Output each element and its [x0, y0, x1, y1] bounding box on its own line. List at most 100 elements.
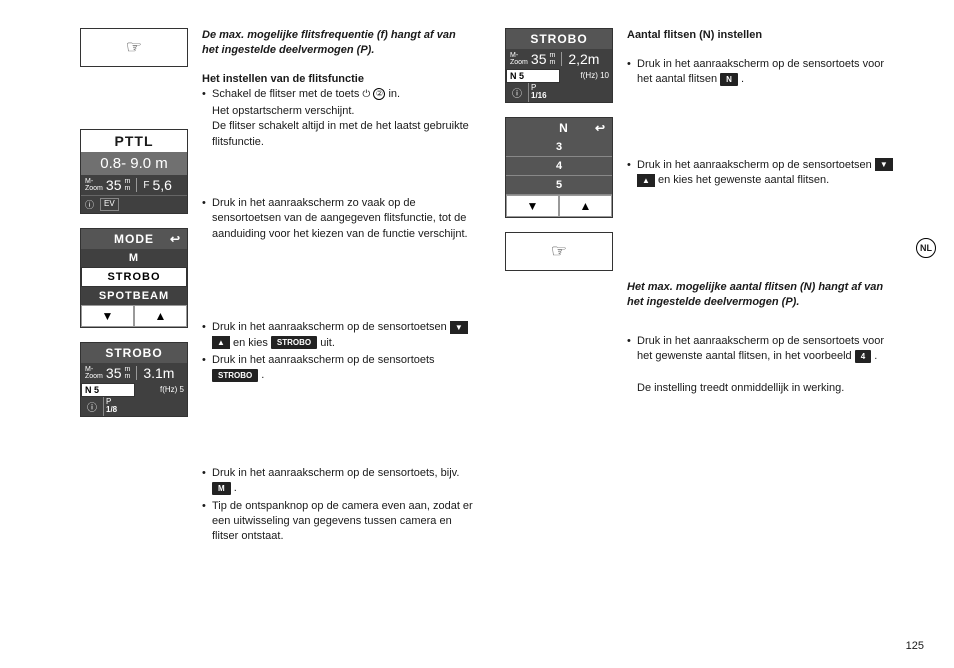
strobo2-zoom-row: M-Zoom 35 m m 2,2m — [506, 49, 612, 69]
r1a: Druk in het aanraakscherm op de sensorto… — [637, 58, 884, 85]
arrow-up: ▲ — [559, 195, 612, 217]
mode-arrows: ▼ ▲ — [81, 305, 187, 327]
sep — [136, 178, 137, 192]
pointer-icon: ☞ — [551, 241, 567, 261]
n-title-text: N — [519, 121, 599, 135]
pttl-zoom-row: M-Zoom 35 m m F 5,6 — [81, 175, 187, 195]
p-val: 1/16 — [531, 91, 547, 100]
displays-left: ☞ PTTL 0.8- 9.0 m M-Zoom 35 m m F 5,6 ⓘ … — [80, 28, 188, 547]
b3a: Druk in het aanraakscherm op de sensor­t… — [212, 321, 450, 333]
column-left: ☞ PTTL 0.8- 9.0 m M-Zoom 35 m m F 5,6 ⓘ … — [80, 28, 475, 547]
strobo1-title-text: STROBO — [105, 346, 162, 360]
spacer — [202, 164, 475, 182]
strobo1-title: STROBO — [81, 343, 187, 363]
chip-strobo2: STROBO — [212, 369, 258, 382]
zoom-val: 35 — [106, 365, 122, 381]
bullet-r1: Druk in het aanraakscherm op de sensorto… — [627, 57, 900, 90]
bullet-2: Druk in het aanraakscherm zo vaak op de … — [202, 196, 475, 244]
spacer — [627, 204, 900, 266]
chip-strobo: STROBO — [271, 336, 317, 349]
b1-l2: Het opstartscherm verschijnt. — [202, 104, 475, 119]
strobo1-zoom-row: M-Zoom 35 m m 3.1m — [81, 363, 187, 383]
strobo1-p-row: ⓘ P 1/8 — [81, 397, 187, 416]
chip-down: ▼ — [450, 321, 468, 334]
fhz-label: f(Hz) 5 — [135, 383, 187, 397]
nl-badge: NL — [916, 238, 936, 258]
r2a: Druk in het aanraakscherm op de sensorto… — [637, 159, 875, 171]
b2: Druk in het aanraakscherm zo vaak op de … — [202, 196, 475, 242]
zoom-value: 35 — [106, 177, 122, 193]
mode-title: MODE ↩ — [81, 229, 187, 249]
mode-item-m: M — [81, 249, 187, 267]
b6: Tip de ontspanknop op de camera even aan… — [202, 499, 475, 545]
spacer — [202, 258, 475, 306]
r1: Druk in het aanraakscherm op de sensorto… — [627, 57, 900, 88]
p-cell: P 1/16 — [528, 83, 612, 102]
info-icon: ⓘ — [506, 83, 528, 102]
b1-text-a: Schakel de flitser met de toets — [212, 88, 362, 100]
displays-right: STROBO M-Zoom 35 m m 2,2m N 5 f(Hz) 10 ⓘ… — [505, 28, 613, 547]
b5b: . — [234, 482, 237, 494]
zoom-unit: m m — [124, 366, 130, 380]
pttl-info-row: ⓘ EV — [81, 195, 187, 213]
strobo2-title-text: STROBO — [530, 32, 587, 46]
section-1: Het instellen van de flitsfunctie Schake… — [202, 72, 475, 150]
r3c: De instelling treedt onmiddellijk in wer… — [627, 381, 900, 396]
arrow-down: ▼ — [506, 195, 559, 217]
b4: Druk in het aanraakscherm op de sensor­t… — [202, 353, 475, 384]
b5a: Druk in het aanraakscherm op de sensor­t… — [212, 467, 459, 479]
b1-l3: De flitser schakelt altijd in met de het… — [202, 119, 475, 150]
bullet-1: Schakel de flitser met de toets ⏻ ② in. — [202, 87, 475, 102]
n-arrows: ▼ ▲ — [506, 195, 612, 217]
p-val: 1/8 — [106, 405, 117, 414]
back-icon: ↩ — [170, 232, 181, 246]
display-pttl: PTTL 0.8- 9.0 m M-Zoom 35 m m F 5,6 ⓘ EV — [80, 129, 188, 214]
mode-title-text: MODE — [114, 232, 154, 246]
pointer-icon-box: ☞ — [80, 28, 188, 67]
zoom-label: M-Zoom — [85, 178, 103, 192]
note-r: Het max. mogelijke aantal flitsen (N) ha… — [627, 280, 900, 310]
display-mode: MODE ↩ M STROBO SPOTBEAM ▼ ▲ — [80, 228, 188, 328]
ev-box: EV — [100, 198, 119, 211]
chip-up: ▲ — [212, 336, 230, 349]
b3: Druk in het aanraakscherm op de sensor­t… — [202, 320, 475, 351]
sep — [561, 52, 562, 66]
mode-item-spotbeam: SPOTBEAM — [81, 287, 187, 305]
n-label: N 5 — [81, 383, 135, 397]
r3a: Druk in het aanraakscherm op de sensorto… — [637, 335, 884, 362]
dist: 3.1m — [143, 365, 174, 381]
r3: Druk in het aanraakscherm op de sensorto… — [627, 334, 900, 365]
chip-m: M — [212, 482, 231, 495]
zoom-unit: m m — [549, 52, 555, 66]
n-title: N ↩ — [506, 118, 612, 138]
strobo2-n-row: N 5 f(Hz) 10 — [506, 69, 612, 83]
chip-down: ▼ — [875, 158, 893, 171]
r3b: . — [874, 350, 877, 362]
display-strobo1: STROBO M-Zoom 35 m m 3.1m N 5 f(Hz) 5 ⓘ … — [80, 342, 188, 417]
p-cell: P 1/8 — [103, 397, 187, 416]
n-list: 3 4 5 — [506, 138, 612, 195]
zoom-label: M-Zoom — [85, 366, 103, 380]
bullet-r2: Druk in het aanraakscherm op de sensorto… — [627, 158, 900, 191]
r1b: . — [741, 73, 744, 85]
back-icon: ↩ — [595, 121, 606, 135]
spacer — [80, 81, 188, 115]
pttl-title: PTTL — [81, 130, 187, 152]
strobo1-n-row: N 5 f(Hz) 5 — [81, 383, 187, 397]
arrow-up: ▲ — [134, 305, 187, 327]
b1-text-b: in. — [385, 88, 400, 100]
b3b: en kies — [233, 337, 271, 349]
strobo2-p-row: ⓘ P 1/16 — [506, 83, 612, 102]
chip-up: ▲ — [637, 174, 655, 187]
b4a: Druk in het aanraakscherm op de sensor­t… — [212, 354, 435, 366]
zoom-unit: m m — [124, 178, 130, 192]
chip-4: 4 — [855, 350, 871, 363]
note-top: De max. mogelijke flitsfrequentie (f) ha… — [202, 28, 475, 58]
f-label: F — [143, 180, 149, 191]
zoom-label: M-Zoom — [510, 52, 528, 66]
r2: Druk in het aanraakscherm op de sensorto… — [627, 158, 900, 189]
spacer — [627, 104, 900, 144]
b3c: uit. — [320, 337, 335, 349]
pointer-icon-box-2: ☞ — [505, 232, 613, 271]
n-item-4: 4 — [506, 157, 612, 176]
